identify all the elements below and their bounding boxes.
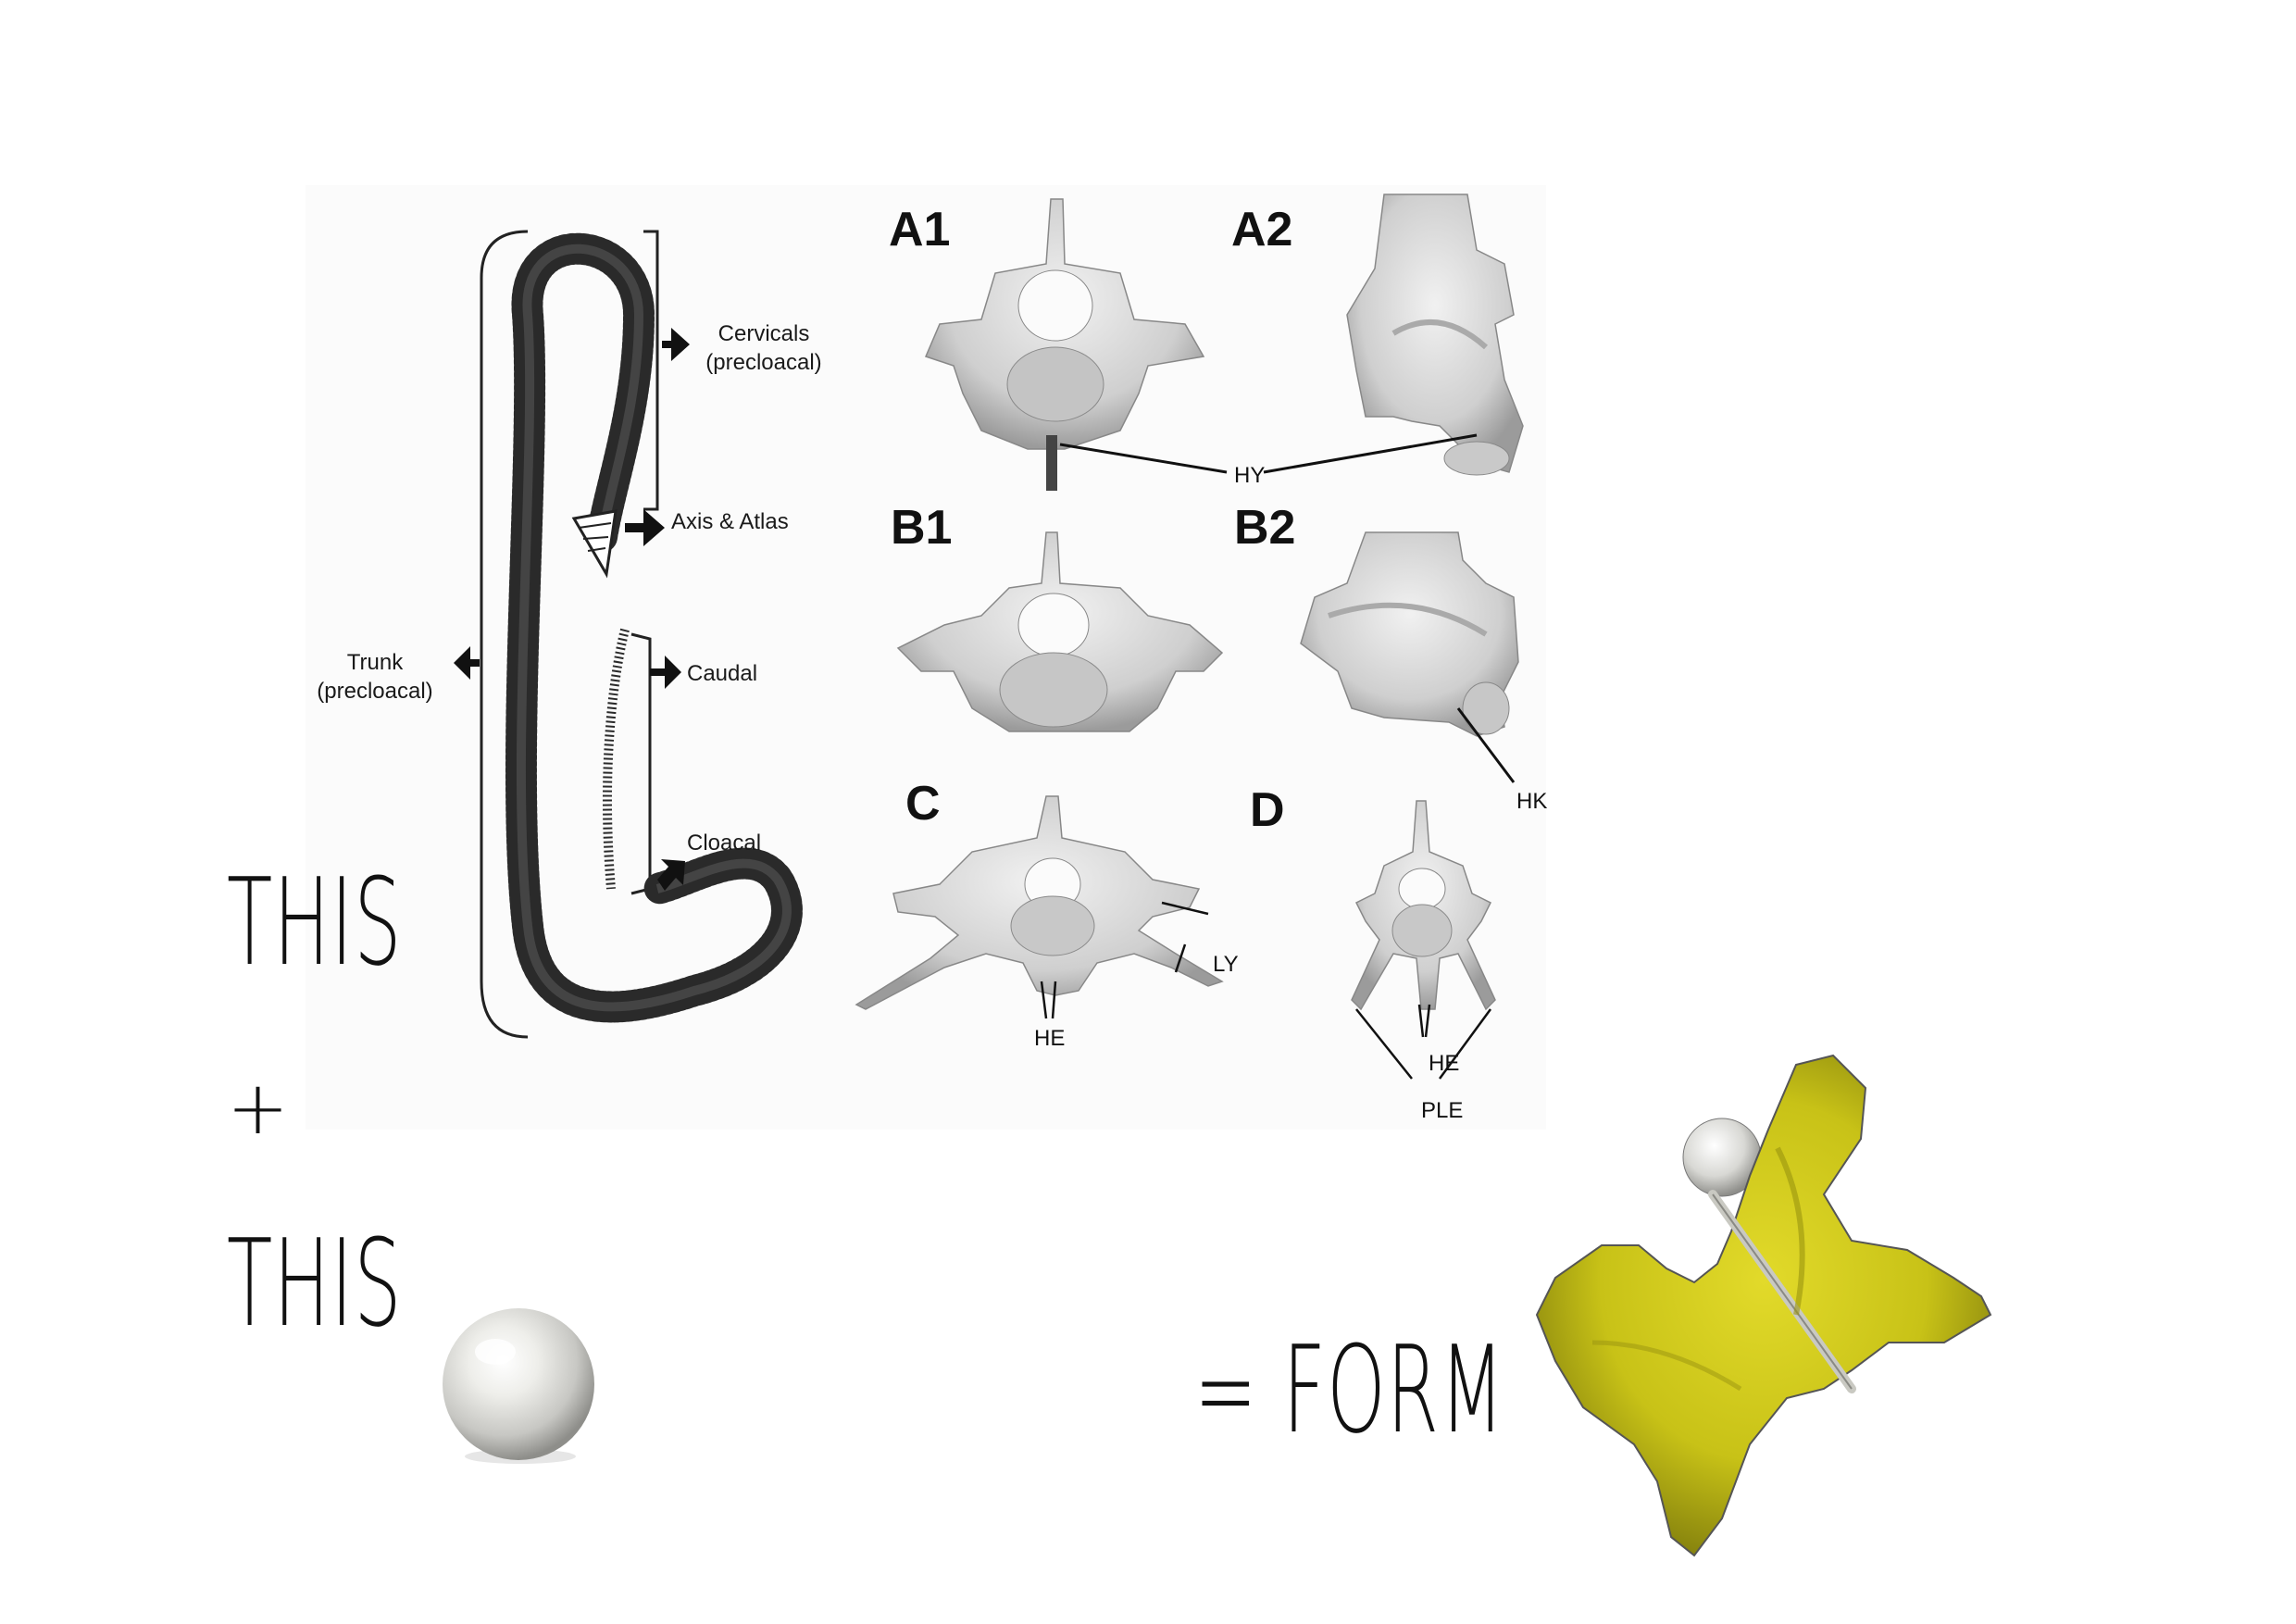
trunk-label: Trunk (precloacal) bbox=[296, 648, 454, 706]
cervicals-arrow-icon bbox=[662, 328, 690, 361]
gold-vertebra-pendant-image bbox=[1535, 1054, 1992, 1557]
cloacal-label: Cloacal bbox=[687, 831, 762, 856]
vertebra-b1 bbox=[896, 531, 1224, 732]
vertebra-a1 bbox=[924, 198, 1205, 491]
panel-b1-label: B1 bbox=[891, 501, 953, 555]
annotation-he-d: HE bbox=[1429, 1051, 1460, 1076]
cervicals-label-text: Cervicals bbox=[718, 321, 810, 346]
pearl-image bbox=[443, 1308, 594, 1464]
panel-a2-label: A2 bbox=[1231, 203, 1293, 256]
this-text-2: THIS bbox=[227, 1213, 403, 1354]
plus-sign: + bbox=[227, 1065, 292, 1151]
annotation-ple: PLE bbox=[1421, 1098, 1464, 1123]
cloacal-arrow-icon bbox=[657, 859, 685, 891]
trunk-arrow-icon bbox=[454, 646, 480, 680]
annotation-hk: HK bbox=[1516, 789, 1548, 814]
this-text-1: THIS bbox=[227, 852, 403, 993]
panel-c-label: C bbox=[905, 777, 941, 831]
caudal-arrow-icon bbox=[650, 656, 681, 689]
trunk-label-sub: (precloacal) bbox=[317, 679, 433, 705]
equals-form-text: = FORM bbox=[1194, 1319, 1505, 1460]
axis-arrow-icon bbox=[625, 509, 665, 546]
trunk-label-text: Trunk bbox=[346, 650, 404, 675]
vertebra-a2 bbox=[1346, 194, 1524, 476]
vertebra-c bbox=[855, 795, 1224, 1019]
vertebra-d bbox=[1351, 800, 1496, 1080]
caudal-label: Caudal bbox=[687, 661, 758, 686]
cervicals-label: Cervicals (precloacal) bbox=[685, 319, 842, 377]
panel-b2-label: B2 bbox=[1234, 501, 1296, 555]
annotation-ly: LY bbox=[1213, 952, 1239, 977]
annotation-hy: HY bbox=[1234, 463, 1266, 488]
vertebra-views bbox=[855, 194, 1524, 1080]
panel-d-label: D bbox=[1250, 783, 1285, 837]
vertebra-b2 bbox=[1300, 531, 1519, 783]
axis-atlas-label: Axis & Atlas bbox=[671, 509, 789, 534]
cervicals-label-sub: (precloacal) bbox=[705, 350, 822, 376]
snake-skeleton-illustration bbox=[454, 230, 803, 1039]
panel-a1-label: A1 bbox=[889, 203, 951, 256]
annotation-he-c: HE bbox=[1034, 1026, 1066, 1051]
